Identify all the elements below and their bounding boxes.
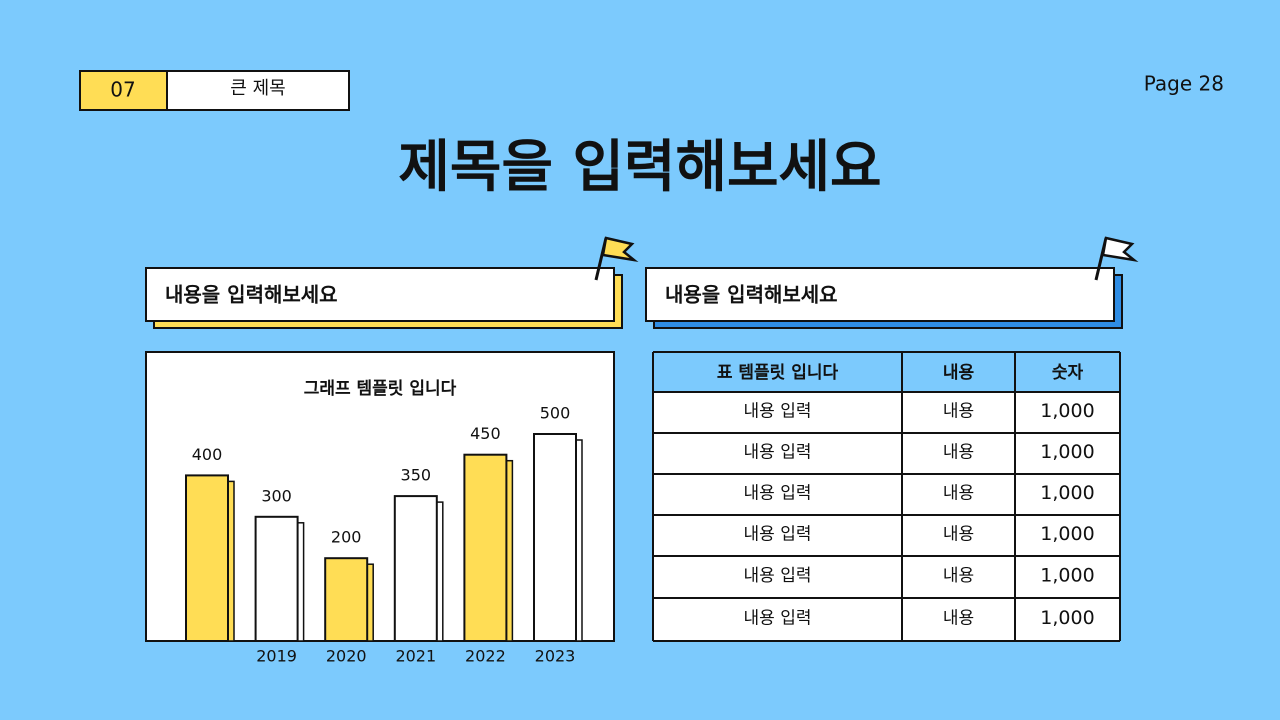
x-tick-label: 2023 [535,647,576,666]
page-number: Page 28 [1144,72,1224,96]
flag-icon [1094,236,1139,281]
table-cell: 내용 입력 [744,443,812,463]
x-tick-label: 2019 [256,647,297,666]
value-label: 200 [331,528,362,547]
slide-title: 제목을 입력해보세요 [398,135,881,200]
x-tick-label: 2021 [395,647,436,666]
x-tick-label: 2020 [326,647,367,666]
bar [393,495,438,642]
table-cell: 내용 입력 [744,525,812,545]
value-label: 400 [192,445,223,464]
table-cell: 내용 입력 [744,484,812,504]
tag-number-box [79,70,168,111]
table-header-bg [653,352,1120,392]
tag-label-box [166,70,350,111]
value-label: 450 [470,424,501,443]
value-label: 300 [261,486,292,505]
table-cell: 내용 [943,566,974,586]
table-header-cell: 표 템플릿 입니다 [717,363,839,383]
x-tick-label: 2022 [465,647,506,666]
chart-title: 그래프 템플릿 입니다 [304,379,457,399]
table-cell: 내용 입력 [744,402,812,422]
bar [254,515,299,642]
table-cell: 1,000 [1040,523,1094,545]
table-header-cell: 숫자 [1052,363,1084,383]
table-cell: 1,000 [1040,607,1094,629]
bar [533,433,577,642]
flag-icon [594,236,639,281]
panel-header [645,267,1115,322]
bar [463,453,508,643]
table-cell: 1,000 [1040,482,1094,504]
panel-title: 내용을 입력해보세요 [665,283,838,307]
table-cell: 내용 [943,484,974,504]
table-cell: 내용 [943,525,974,545]
table-header-cell: 내용 [943,363,975,383]
table-cell: 내용 입력 [744,566,812,586]
bar [185,474,229,642]
tag-number: 07 [110,78,135,102]
table-cell: 내용 [943,443,974,463]
table-cell: 1,000 [1040,441,1094,463]
table-cell: 내용 입력 [744,609,812,629]
panel-header [145,267,615,322]
value-label: 350 [401,466,432,485]
bars: 400 300 2019 200 2020 350 2021 450 2022 500 2023 [185,404,583,666]
tag-label: 큰 제목 [230,78,285,99]
table-body-bg [653,392,1120,641]
table-cell: 내용 [943,609,974,629]
bar [324,557,369,643]
table-cell: 1,000 [1040,565,1094,587]
table-cell: 내용 [943,402,974,422]
panel-title: 내용을 입력해보세요 [165,283,338,307]
table-cell: 1,000 [1040,400,1094,422]
value-label: 500 [540,404,571,423]
